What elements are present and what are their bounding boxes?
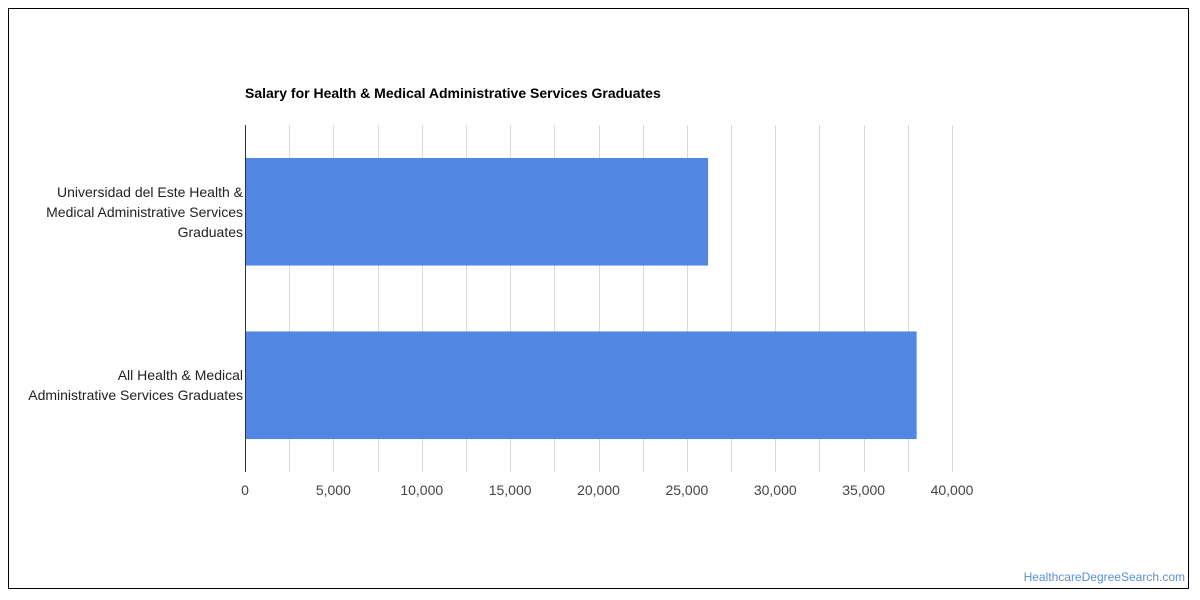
x-tick-label: 20,000 [577, 482, 620, 498]
x-tick-label: 15,000 [489, 482, 532, 498]
x-tick-label: 40,000 [931, 482, 974, 498]
x-tick-label: 0 [241, 482, 249, 498]
x-tick-label: 30,000 [754, 482, 797, 498]
category-label-line: Medical Administrative Services [46, 203, 243, 220]
category-label-line: Universidad del Este Health & [57, 183, 243, 200]
x-tick-label: 10,000 [400, 482, 443, 498]
x-tick-label: 35,000 [842, 482, 885, 498]
x-tick-label: 5,000 [316, 482, 351, 498]
chart-title: Salary for Health & Medical Administrati… [245, 85, 661, 101]
category-label-line: All Health & Medical [117, 367, 243, 384]
category-label-1: All Health & Medical Administrative Servi… [28, 365, 243, 405]
bar-1 [245, 331, 917, 440]
bar-0 [245, 157, 709, 266]
chart-frame [8, 8, 1189, 589]
category-label-line: Graduates [177, 223, 243, 240]
category-label-line: Administrative Services Graduates [28, 387, 243, 404]
source-link[interactable]: HealthcareDegreeSearch.com [1023, 570, 1185, 584]
category-label-0: Universidad del Este Health & Medical Adm… [46, 182, 243, 242]
x-tick-label: 25,000 [665, 482, 708, 498]
